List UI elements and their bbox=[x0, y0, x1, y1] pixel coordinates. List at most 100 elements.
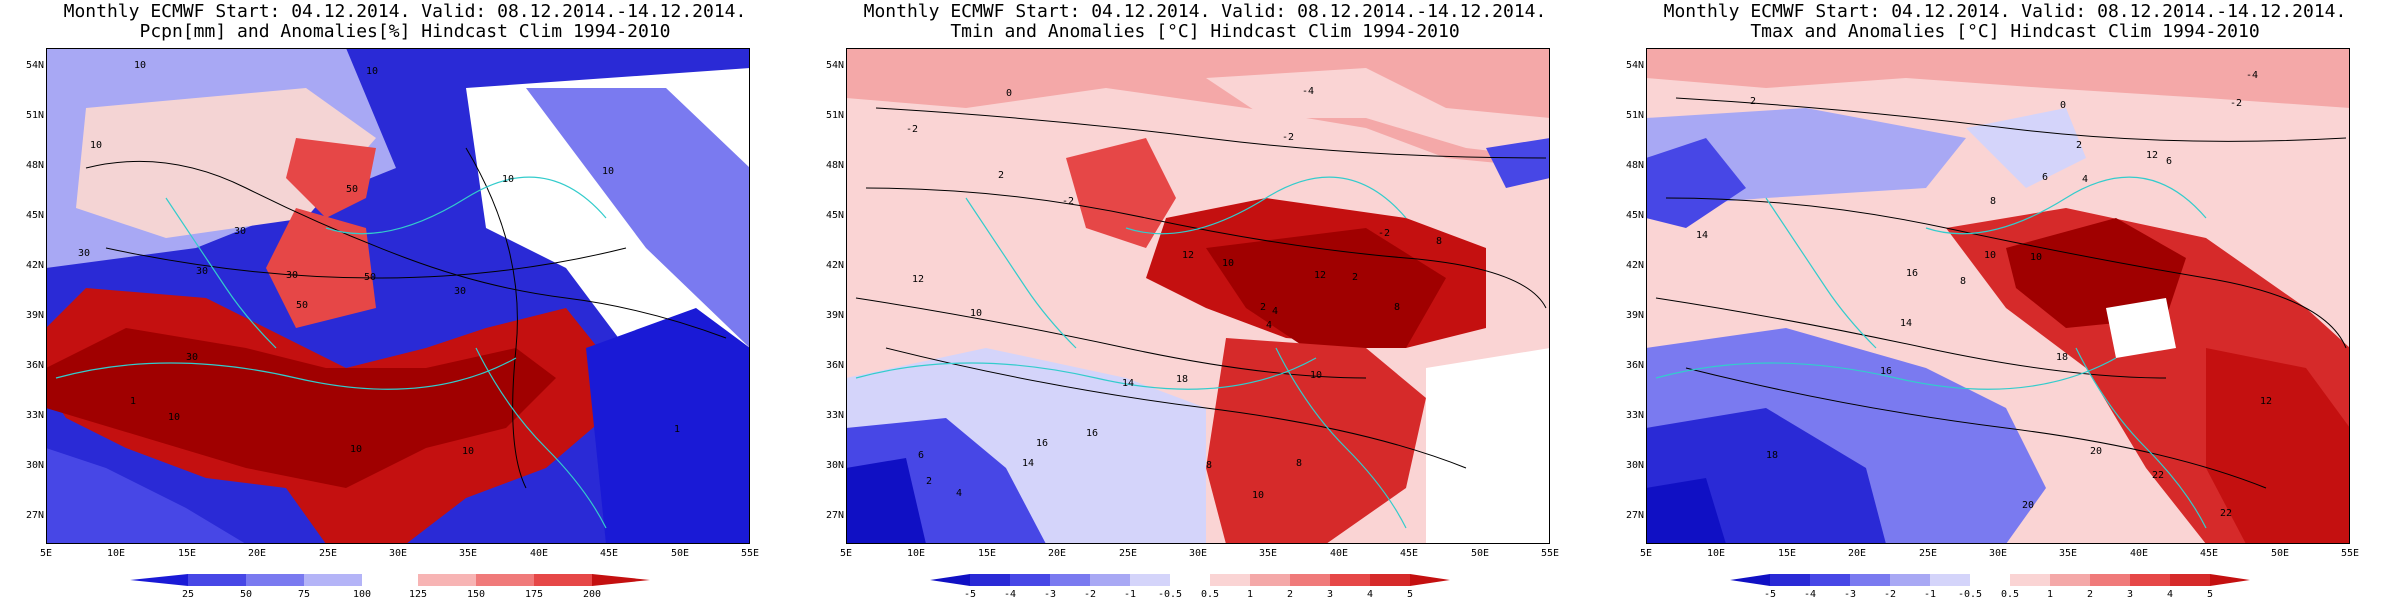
colorbar-tick: -0.5 bbox=[1157, 589, 1183, 600]
colorbar-tick: -0.5 bbox=[1957, 589, 1983, 600]
colorbar-tick: 75 bbox=[297, 589, 311, 600]
colorbar-tick: -3 bbox=[1043, 589, 1057, 600]
colorbar-tick: -5 bbox=[963, 589, 977, 600]
contour-label: 10 bbox=[1222, 258, 1234, 269]
contour-label: 30 bbox=[234, 226, 246, 237]
contour-label: 2 bbox=[926, 476, 932, 487]
contour-label: 4 bbox=[1272, 306, 1278, 317]
colorbar-swatch bbox=[2170, 574, 2210, 586]
contour-label: -2 bbox=[1282, 132, 1294, 143]
contour-label: 8 bbox=[1436, 236, 1442, 247]
contour-label: 50 bbox=[364, 272, 376, 283]
lon-label: 30E bbox=[388, 548, 408, 559]
contour-label: 10 bbox=[168, 412, 180, 423]
map-canvas: 10 10 10 10 30 30 30 30 30 30 50 50 50 1… bbox=[46, 48, 750, 544]
colorbar-swatch bbox=[1930, 574, 1970, 586]
contour-label: 30 bbox=[78, 248, 90, 259]
panel-title-line1: Monthly ECMWF Start: 04.12.2014. Valid: … bbox=[863, 1, 1547, 22]
colorbar-swatch bbox=[418, 574, 476, 586]
contour-label: 18 bbox=[2056, 352, 2068, 363]
colorbar-tick: 4 bbox=[2166, 589, 2174, 600]
lon-label: 20E bbox=[247, 548, 267, 559]
contour-label: 4 bbox=[1266, 320, 1272, 331]
colorbar-tick: 50 bbox=[239, 589, 253, 600]
lat-label: 27N bbox=[1626, 510, 1645, 521]
contour-label: 1 bbox=[674, 424, 680, 435]
colorbar-swatch bbox=[1810, 574, 1850, 586]
colorbar-tick: 3 bbox=[1326, 589, 1334, 600]
colorbar-swatch bbox=[2130, 574, 2170, 586]
colorbar-swatch bbox=[304, 574, 362, 586]
colorbar-tick: 2 bbox=[2086, 589, 2094, 600]
lon-label: 5E bbox=[1639, 548, 1653, 559]
contour-label: 30 bbox=[186, 352, 198, 363]
contour-label: -4 bbox=[2246, 70, 2258, 81]
colorbar-swatch bbox=[1130, 574, 1170, 586]
colorbar-swatch bbox=[2050, 574, 2090, 586]
contour-label: 1 bbox=[130, 396, 136, 407]
panel-title-line1: Monthly ECMWF Start: 04.12.2014. Valid: … bbox=[1663, 1, 2347, 22]
contour-label: 22 bbox=[2220, 508, 2232, 519]
lon-label: 50E bbox=[670, 548, 690, 559]
lon-label: 30E bbox=[1988, 548, 2008, 559]
contour-label: 50 bbox=[346, 184, 358, 195]
colorbar-swatch bbox=[1370, 574, 1410, 586]
colorbar-swatch bbox=[1010, 574, 1050, 586]
colorbar-swatch bbox=[2210, 574, 2250, 586]
lat-label: 45N bbox=[826, 210, 845, 221]
colorbar-tick: 2 bbox=[1286, 589, 1294, 600]
contour-label: 16 bbox=[1086, 428, 1098, 439]
tmax-panel: Monthly ECMWF Start: 04.12.2014. Valid: … bbox=[1626, 0, 2380, 600]
colorbar-swatch bbox=[970, 574, 1010, 586]
colorbar-swatch bbox=[1090, 574, 1130, 586]
colorbar-tick: 0.5 bbox=[2000, 589, 2020, 600]
contour-label: 18 bbox=[1766, 450, 1778, 461]
lon-label: 55E bbox=[2340, 548, 2360, 559]
colorbar-swatch bbox=[130, 574, 188, 586]
contour-label: 20 bbox=[2090, 446, 2102, 457]
colorbar-tick: -1 bbox=[1923, 589, 1937, 600]
lat-label: 30N bbox=[826, 460, 845, 471]
contour-label: 20 bbox=[2022, 500, 2034, 511]
contour-label: 8 bbox=[1206, 460, 1212, 471]
colorbar-tick: 200 bbox=[582, 589, 602, 600]
contour-label: 10 bbox=[462, 446, 474, 457]
contour-label: 2 bbox=[998, 170, 1004, 181]
lat-label: 36N bbox=[826, 360, 845, 371]
lon-label: 20E bbox=[1847, 548, 1867, 559]
contour-label: 14 bbox=[1122, 378, 1134, 389]
lon-label: 10E bbox=[906, 548, 926, 559]
contour-label: 10 bbox=[90, 140, 102, 151]
colorbar-tick: -5 bbox=[1763, 589, 1777, 600]
lon-label: 5E bbox=[839, 548, 853, 559]
colorbar-swatch bbox=[534, 574, 592, 586]
lat-label: 45N bbox=[1626, 210, 1645, 221]
contour-label: 12 bbox=[1182, 250, 1194, 261]
precipitation-anomaly-map: 10 10 10 10 30 30 30 30 30 30 50 50 50 1… bbox=[46, 48, 750, 544]
lat-label: 39N bbox=[826, 310, 845, 321]
lat-label: 33N bbox=[826, 410, 845, 421]
lon-label: 45E bbox=[2199, 548, 2219, 559]
lon-label: 25E bbox=[318, 548, 338, 559]
contour-label: 2 bbox=[2076, 140, 2082, 151]
lat-label: 36N bbox=[1626, 360, 1645, 371]
colorbar-swatch bbox=[1850, 574, 1890, 586]
lat-label: 42N bbox=[26, 260, 45, 271]
contour-label: 30 bbox=[286, 270, 298, 281]
contour-label: -2 bbox=[2230, 98, 2242, 109]
colorbar-swatch bbox=[362, 574, 418, 586]
lat-label: 42N bbox=[1626, 260, 1645, 271]
contour-label: 50 bbox=[296, 300, 308, 311]
map-canvas: 0 -4 -2 -2 -2 2 12 10 12 14 16 18 6 8 10… bbox=[846, 48, 1550, 544]
contour-label: 10 bbox=[134, 60, 146, 71]
contour-label: 2 bbox=[1750, 96, 1756, 107]
contour-label: -2 bbox=[1062, 196, 1074, 207]
colorbar-swatch bbox=[1970, 574, 2010, 586]
lat-label: 54N bbox=[1626, 60, 1645, 71]
contour-label: 10 bbox=[2030, 252, 2042, 263]
lat-label: 33N bbox=[26, 410, 45, 421]
lat-label: 33N bbox=[1626, 410, 1645, 421]
lat-label: 45N bbox=[26, 210, 45, 221]
colorbar-swatch bbox=[2090, 574, 2130, 586]
contour-label: 16 bbox=[1036, 438, 1048, 449]
